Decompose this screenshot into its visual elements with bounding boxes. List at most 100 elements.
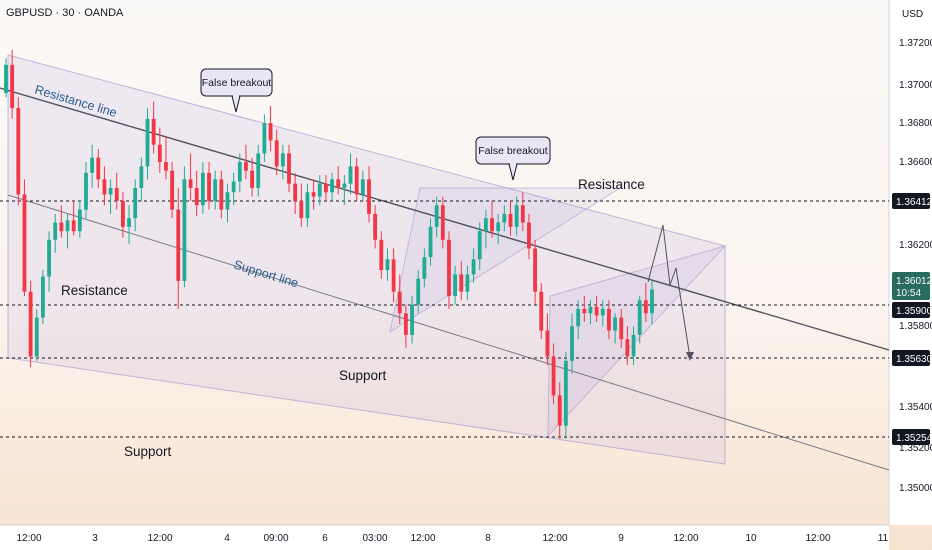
candle-body [607,308,611,331]
current-price-tag[interactable]: 1.36012 10:54 [892,272,932,300]
price-tick: 1.36800 [899,118,932,129]
time-tick: 09:00 [263,533,288,544]
candle-body [625,339,630,357]
time-axis-bg[interactable] [0,525,889,550]
candle-body [41,276,45,318]
candle-body [287,153,291,184]
false-breakout-text-2: False breakout [478,145,548,157]
candle-body [65,220,70,232]
candle-body [256,153,261,188]
candle-body [557,395,562,426]
candle-body [262,123,267,154]
candle-body [311,192,316,197]
candle-body [471,259,476,275]
candle-body [570,326,574,361]
candle-body [77,209,82,232]
time-tick: 03:00 [362,533,387,544]
candle-body [250,170,255,188]
candle-body [342,183,347,188]
candle-body [508,213,513,227]
price-tag-4[interactable]: 1.35630 [892,350,932,366]
candle-body [317,183,322,197]
candle-body [631,334,636,357]
candle-body [22,194,27,292]
candle-body [637,300,642,335]
candle-body [619,317,624,340]
candle-body [477,231,482,260]
candle-body [170,170,175,210]
candle-body [133,187,138,219]
candle-body [643,300,648,314]
candle-body [280,153,285,167]
candle-body [182,179,187,281]
candle-body [582,308,587,314]
candle-body [84,172,88,210]
candle-body [299,200,304,219]
candle-body [157,144,162,163]
candle-body [453,274,458,296]
resistance-left-label: Resistance [61,283,128,298]
candle-body [244,162,248,171]
candle-body [336,179,341,188]
price-tick: 1.36200 [899,240,932,251]
time-axis-labels: 12:00 3 12:00 4 09:00 6 03:00 12:00 8 12… [16,533,888,544]
time-tick: 4 [224,533,230,544]
candles-group [4,49,654,439]
candle-body [237,162,242,182]
candle-body [502,213,507,223]
false-breakout-callout-2: False breakout [475,136,551,181]
price-tick: 1.37200 [899,38,932,49]
price-tag-3[interactable]: 1.35900 [892,302,932,318]
candle-body [354,166,359,195]
candle-body [139,166,144,188]
candle-body [10,64,15,109]
false-breakout-callout-1: False breakout [200,68,273,113]
wedge-pattern-2 [547,245,727,438]
symbol-title[interactable]: GBPUSD · 30 · OANDA [6,7,124,19]
candle-body [397,291,402,314]
price-tag-3-text: 1.35900 [896,306,932,317]
price-tag-1[interactable]: 1.36412 [892,193,932,209]
candle-body [391,259,396,292]
time-tick: 12:00 [410,533,435,544]
candle-body [176,209,181,281]
candle-body [90,157,95,173]
time-tick: 11 [878,533,889,544]
candle-body [324,183,328,193]
currency-label[interactable]: USD [902,9,924,20]
candle-body [422,257,427,279]
candle-body [268,123,273,141]
resistance-right-label: Resistance [578,177,645,192]
time-tick: 3 [92,533,98,544]
candle-body [465,274,470,292]
projection-path [647,224,691,359]
candle-body [360,179,365,195]
candle-body [551,356,556,396]
candle-body [447,239,451,296]
candle-body [483,218,488,232]
price-tick: 1.35800 [899,321,932,332]
support-trend-line[interactable] [7,194,890,471]
candle-body [53,222,58,240]
candle-body [47,239,51,277]
candle-body [120,200,125,227]
candle-body [225,192,230,210]
candle-body [650,289,654,314]
time-tick: 12:00 [673,533,698,544]
candle-body [194,187,199,206]
candle-body [428,226,433,258]
candle-body [434,205,439,227]
price-tick: 1.36600 [899,157,932,168]
price-tick: 1.35000 [899,483,932,494]
candle-body [367,179,371,214]
false-breakout-text-1: False breakout [202,77,272,89]
candle-body [16,108,21,195]
candle-body [348,166,353,184]
candle-body [514,205,519,227]
candle-body [108,187,113,195]
candle-body [576,308,581,327]
candle-body [385,259,390,271]
price-tag-5[interactable]: 1.35254 [892,429,932,445]
